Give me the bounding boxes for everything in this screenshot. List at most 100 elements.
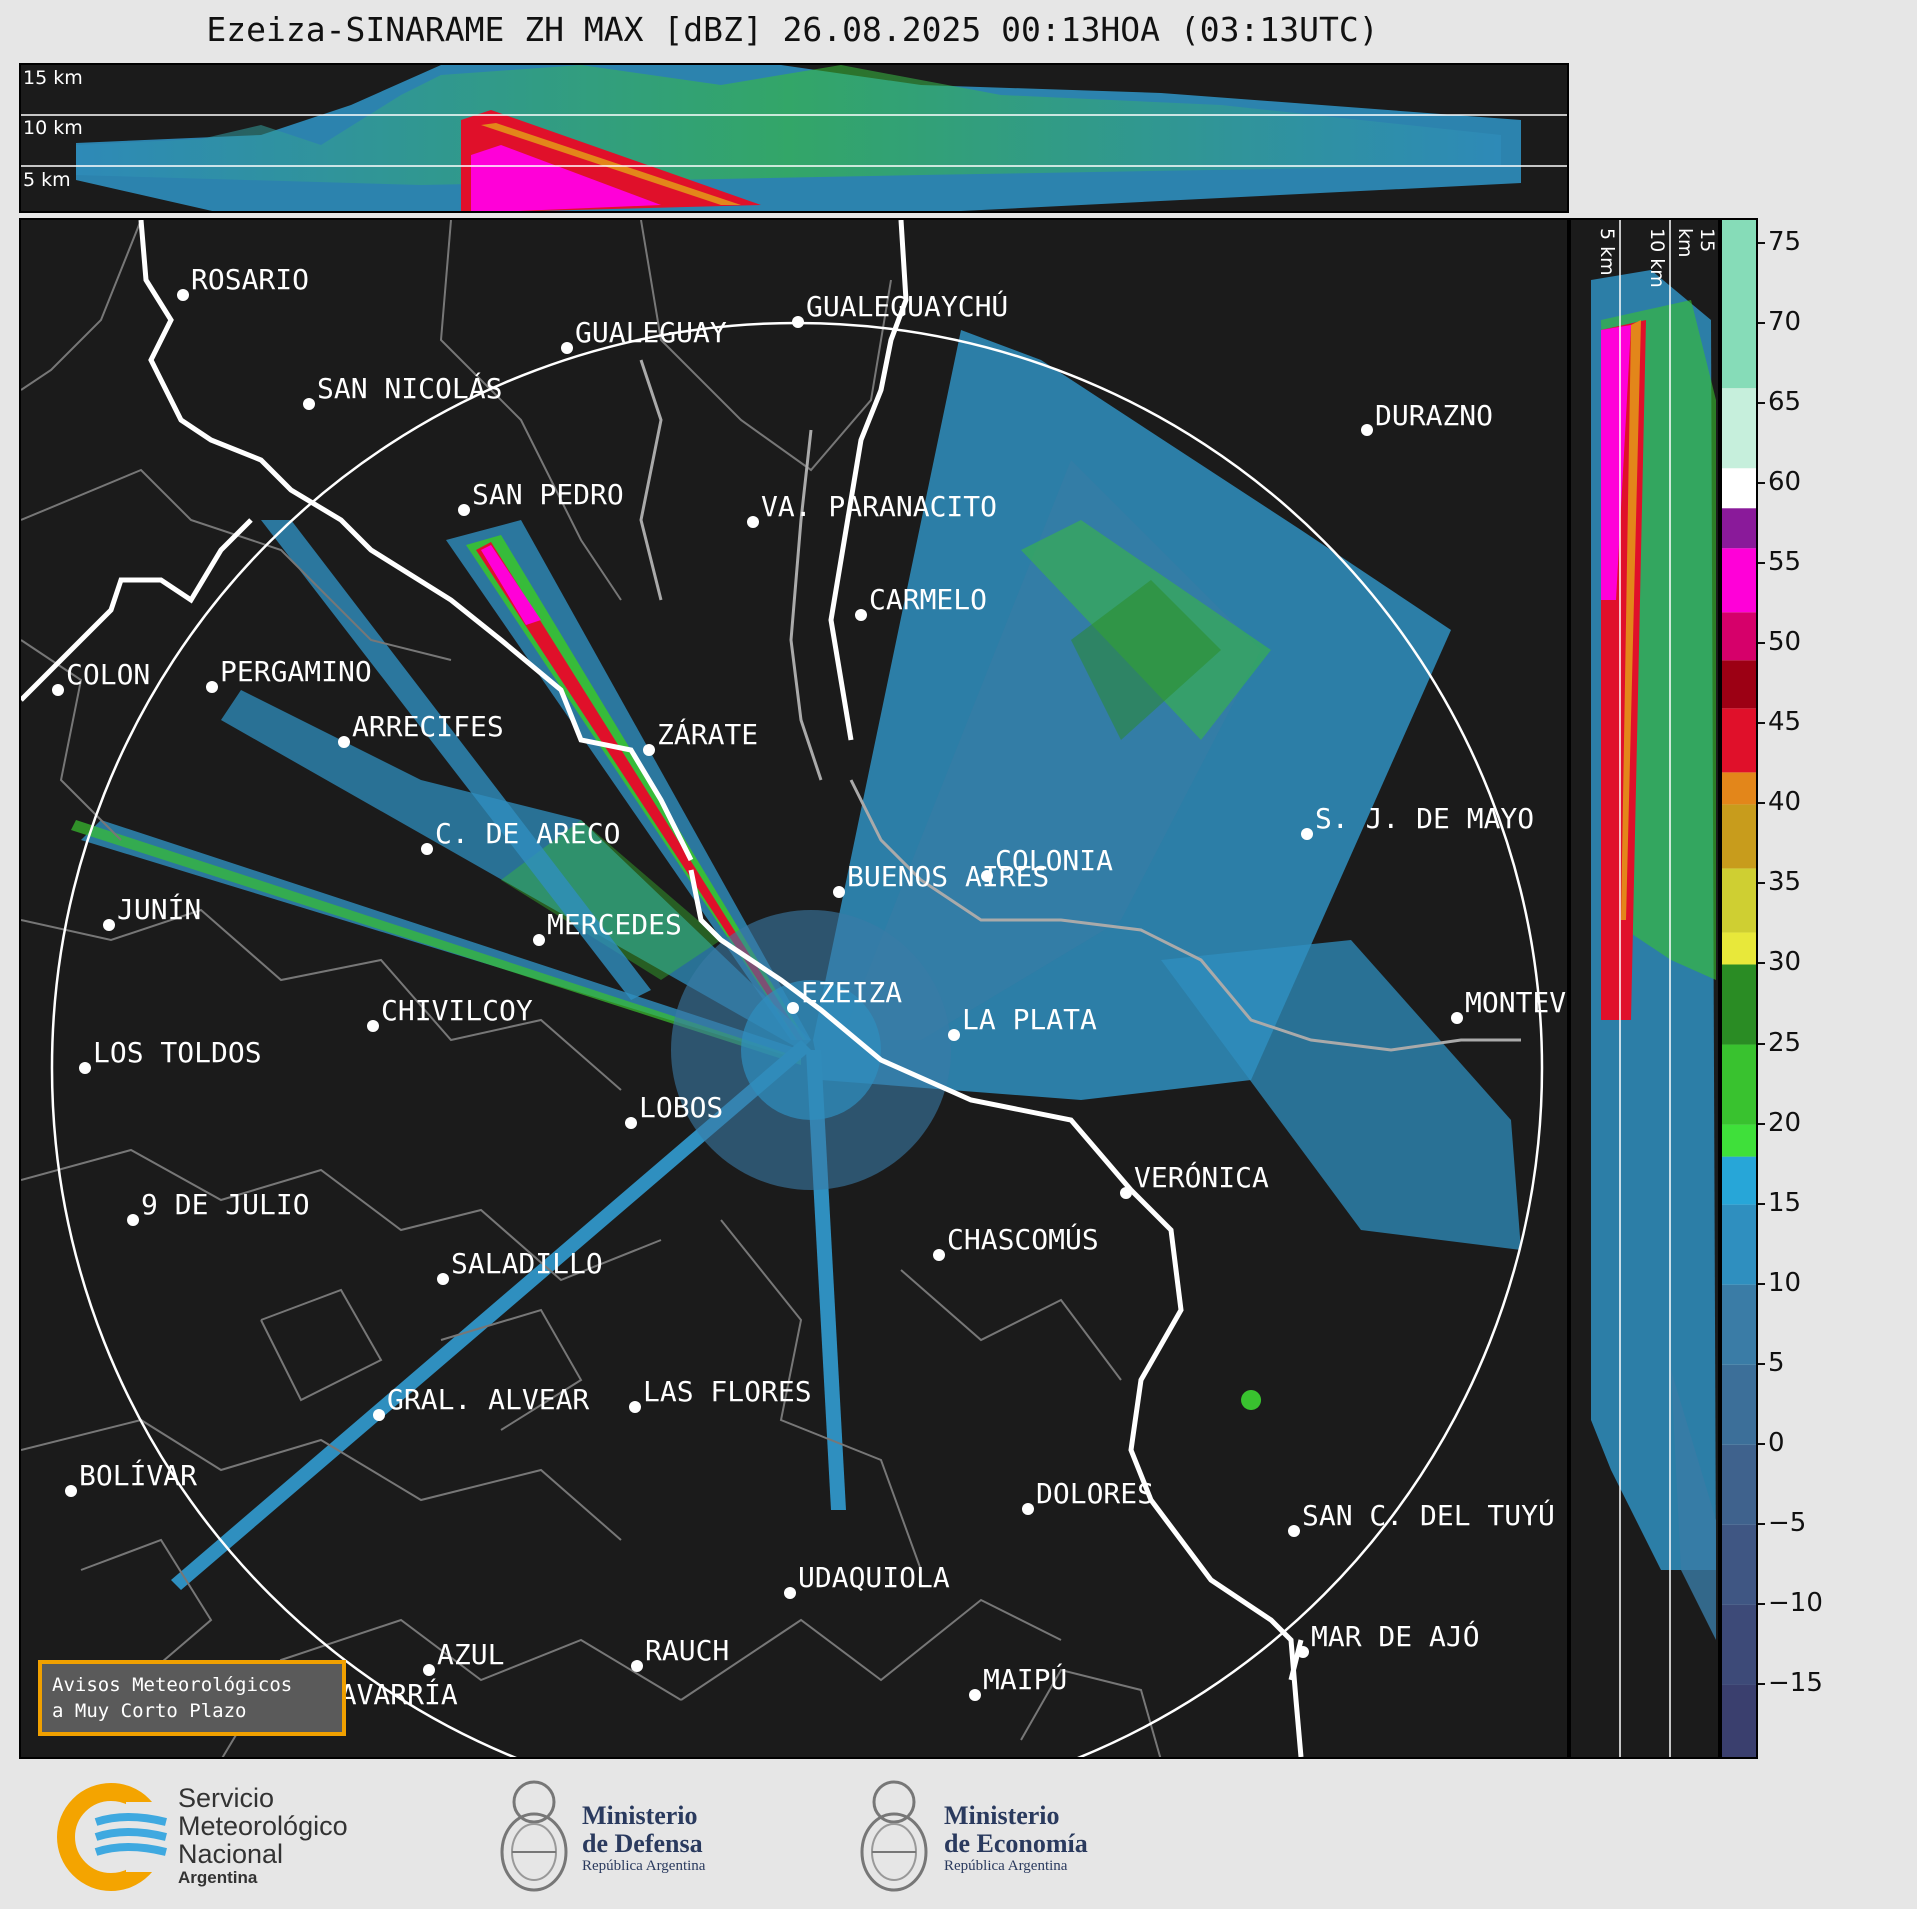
- admin-boundaries: [21, 220, 1162, 1757]
- city-label: RAUCH: [645, 1634, 729, 1667]
- city-marker: [1120, 1187, 1132, 1199]
- city-label: BUENOS AIRES: [847, 860, 1049, 893]
- colorbar-band: [1722, 468, 1756, 509]
- colorbar-band: [1722, 868, 1756, 933]
- colorbar-tick-label: 25: [1757, 1027, 1802, 1058]
- alerts-button[interactable]: Avisos Meteorológicos a Muy Corto Plazo: [38, 1660, 346, 1736]
- city-marker: [206, 681, 218, 693]
- altitude-label-10km: 10 km: [23, 117, 83, 139]
- side-altitude-label-10km: 10 km: [1646, 228, 1668, 288]
- colorbar-tick-label: 50: [1757, 627, 1802, 658]
- city-label: AZUL: [437, 1638, 504, 1671]
- colorbar-band: [1722, 1044, 1756, 1125]
- page-title: Ezeiza-SINARAME ZH MAX [dBZ] 26.08.2025 …: [206, 10, 1379, 49]
- colorbar-band: [1722, 1156, 1756, 1205]
- defensa-line2: de Defensa: [582, 1829, 703, 1858]
- city-label: SAN NICOLÁS: [317, 371, 502, 405]
- city-label: DURAZNO: [1375, 399, 1493, 432]
- colorbar-band: [1722, 804, 1756, 869]
- colorbar-band: [1722, 1124, 1756, 1157]
- colorbar-band: [1722, 1364, 1756, 1445]
- top-cross-section-panel: 15 km 10 km 5 km: [19, 63, 1569, 213]
- city-label: LAS FLORES: [643, 1375, 812, 1408]
- city-marker: [833, 886, 845, 898]
- city-label: DOLORES: [1036, 1477, 1154, 1510]
- city-label: SAN PEDRO: [472, 478, 624, 511]
- city-marker: [65, 1485, 77, 1497]
- side-cross-section-plot: [1591, 220, 1716, 1757]
- footer-logos: Servicio Meteorológico Nacional Argentin…: [0, 1762, 1917, 1909]
- city-marker: [1022, 1503, 1034, 1515]
- colorbar-tick-label: 20: [1757, 1107, 1802, 1138]
- city-marker: [52, 684, 64, 696]
- smn-logo-icon: [57, 1783, 176, 1891]
- city-label: CHIVILCOY: [381, 994, 533, 1027]
- colorbar-band: [1722, 1684, 1756, 1757]
- smn-logo-text: Servicio Meteorológico Nacional Argentin…: [178, 1784, 348, 1888]
- city-marker: [533, 934, 545, 946]
- colorbar-band: [1722, 708, 1756, 773]
- city-marker: [561, 342, 573, 354]
- colorbar-tick-label: −15: [1758, 1667, 1823, 1698]
- city-label: LOS TOLDOS: [93, 1036, 262, 1069]
- city-marker: [625, 1117, 637, 1129]
- colorbar-bands: [1722, 220, 1756, 1757]
- city-label: CHASCOMÚS: [947, 1222, 1099, 1256]
- city-label: PERGAMINO: [220, 655, 372, 688]
- city-marker: [629, 1401, 641, 1413]
- coat-of-arms-icon: [500, 1780, 568, 1892]
- city-label: MERCEDES: [547, 908, 682, 941]
- smn-line4: Argentina: [178, 1868, 258, 1887]
- alerts-button-line1: Avisos Meteorológicos: [52, 1674, 293, 1696]
- side-altitude-label-15km: 15 km: [1674, 228, 1718, 258]
- city-label: MAR DE AJÓ: [1311, 1619, 1480, 1653]
- colorbar-band: [1722, 612, 1756, 661]
- radar-map-panel: ROSARIO GUALEGUAYCHÚ GUALEGUAY SAN NICOLÁS D…: [19, 218, 1569, 1759]
- city-marker: [969, 1689, 981, 1701]
- colorbar-band: [1722, 1604, 1756, 1685]
- city-label: JUNÍN: [117, 892, 201, 926]
- colorbar-band: [1722, 1204, 1756, 1285]
- city-label: ROSARIO: [191, 263, 309, 296]
- city-marker: [1301, 828, 1313, 840]
- city-marker: [631, 1660, 643, 1672]
- city-label: LA PLATA: [962, 1003, 1097, 1036]
- city-marker: [338, 736, 350, 748]
- smn-line1: Servicio: [178, 1783, 275, 1813]
- city-label: EZEIZA: [801, 976, 902, 1009]
- city-label: SAN C. DEL TUYÚ: [1302, 1498, 1555, 1532]
- city-marker: [981, 870, 993, 882]
- city-label: GUALEGUAYCHÚ: [806, 289, 1008, 323]
- city-label: BOLÍVAR: [79, 1458, 197, 1492]
- colorbar-band: [1722, 508, 1756, 549]
- colorbar-tick-label: 15: [1757, 1187, 1802, 1218]
- city-marker: [373, 1409, 385, 1421]
- city-label: LOBOS: [639, 1091, 723, 1124]
- city-label: MAIPÚ: [983, 1662, 1067, 1696]
- city-label: GUALEGUAY: [575, 316, 727, 349]
- city-marker: [421, 843, 433, 855]
- side-cross-section-panel: 5 km 10 km 15 km: [1569, 218, 1720, 1759]
- colorbar-band: [1722, 220, 1756, 389]
- colorbar-band: [1722, 964, 1756, 1045]
- colorbar-tick-label: 60: [1757, 467, 1802, 498]
- city-label: MONTEVIDEO: [1465, 986, 1567, 1019]
- coat-of-arms-icon: [860, 1780, 928, 1892]
- economia-line1: Ministerio: [944, 1801, 1060, 1830]
- city-marker: [1297, 1646, 1309, 1658]
- altitude-label-5km: 5 km: [23, 169, 71, 191]
- colorbar-tick-label: 0: [1758, 1427, 1785, 1458]
- colorbar-band: [1722, 1524, 1756, 1605]
- city-label: VERÓNICA: [1134, 1160, 1269, 1194]
- colorbar-tick-label: 40: [1757, 787, 1802, 818]
- colorbar-tick-label: 70: [1757, 307, 1802, 338]
- city-marker: [367, 1020, 379, 1032]
- colorbar-tick-label: 35: [1757, 867, 1802, 898]
- radar-map: ROSARIO GUALEGUAYCHÚ GUALEGUAY SAN NICOLÁS D…: [21, 220, 1567, 1757]
- city-label: CARMELO: [869, 583, 987, 616]
- city-marker: [855, 609, 867, 621]
- city-marker: [948, 1029, 960, 1041]
- economia-line2: de Economía: [944, 1829, 1088, 1858]
- colorbar-tick-label: 30: [1757, 947, 1802, 978]
- colorbar-tick-label: −5: [1757, 1507, 1807, 1538]
